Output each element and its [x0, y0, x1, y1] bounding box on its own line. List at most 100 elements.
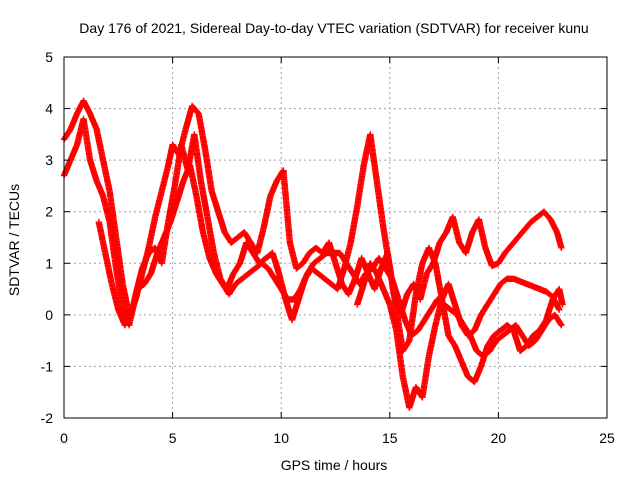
data-point — [254, 225, 267, 257]
data-point — [204, 213, 217, 255]
data-point — [559, 301, 566, 308]
data-point — [471, 312, 484, 334]
y-tick-label: 0 — [45, 307, 53, 323]
data-point — [451, 342, 465, 364]
data-point — [521, 219, 534, 233]
series-track-b — [60, 115, 566, 386]
data-point — [525, 338, 538, 349]
axis-ticks — [63, 56, 608, 419]
data-point — [547, 216, 560, 235]
data-point — [321, 275, 334, 287]
data-point — [188, 102, 201, 116]
data-point — [401, 316, 415, 338]
data-point — [334, 266, 347, 293]
data-point — [540, 208, 553, 222]
data-point — [499, 328, 512, 339]
y-axis-label: SDTVAR / TECUs — [6, 184, 22, 296]
data-point — [173, 178, 187, 205]
data-point — [382, 265, 395, 281]
x-tick-label: 5 — [169, 430, 177, 446]
data-point — [93, 126, 106, 162]
data-point — [291, 287, 304, 303]
data-point — [449, 213, 463, 245]
data-point — [380, 285, 393, 307]
data-point — [458, 358, 471, 379]
data-point — [269, 249, 282, 276]
y-tick-label: -1 — [41, 358, 54, 374]
data-point — [195, 110, 209, 152]
data-point — [199, 229, 213, 260]
data-point — [532, 328, 545, 344]
data-point — [432, 297, 445, 329]
data-point — [304, 261, 317, 277]
data-point — [314, 270, 327, 282]
data-point — [228, 235, 240, 246]
data-point — [147, 251, 161, 277]
data-point — [80, 115, 93, 162]
data-point — [373, 177, 387, 229]
data-point — [99, 193, 113, 224]
data-point — [484, 333, 497, 349]
data-point — [280, 167, 293, 245]
data-point — [556, 306, 563, 313]
data-point — [553, 229, 565, 250]
data-point — [160, 220, 174, 241]
data-point — [510, 327, 523, 353]
data-point — [408, 328, 421, 339]
data-point — [495, 250, 508, 267]
data-point — [225, 281, 239, 298]
data-point — [414, 318, 427, 334]
data-point — [112, 234, 126, 286]
data-point — [293, 260, 305, 272]
data-point — [486, 338, 499, 355]
data-point — [543, 288, 555, 300]
data-point — [67, 111, 80, 133]
data-point — [297, 271, 310, 293]
chart-title: Day 176 of 2021, Sidereal Day-to-day VTE… — [79, 20, 588, 36]
data-point — [212, 270, 225, 286]
data-point — [145, 215, 159, 251]
x-tick-label: 25 — [599, 430, 615, 446]
data-point — [299, 250, 312, 267]
data-point — [475, 216, 489, 250]
data-point — [80, 97, 93, 116]
data-point — [265, 265, 278, 281]
data-point — [108, 280, 122, 312]
x-axis-label: GPS time / hours — [281, 457, 388, 473]
data-point — [558, 321, 565, 329]
data-point — [399, 338, 412, 355]
data-point — [67, 142, 80, 164]
data-point — [141, 271, 154, 288]
data-point — [167, 199, 180, 226]
data-point — [395, 296, 408, 322]
data-point — [477, 302, 490, 319]
data-point — [106, 218, 120, 271]
data-point — [230, 261, 243, 277]
data-point — [93, 177, 106, 199]
data-point — [464, 328, 477, 339]
data-point — [558, 244, 565, 252]
data-point — [436, 230, 449, 246]
data-point — [208, 187, 221, 214]
data-point — [86, 110, 100, 132]
data-point — [128, 287, 141, 319]
data-point — [417, 271, 430, 303]
data-point — [482, 244, 495, 268]
data-point — [484, 292, 497, 308]
data-point — [345, 276, 358, 298]
data-point — [260, 194, 274, 231]
data-point — [186, 162, 200, 199]
data-point — [367, 131, 380, 183]
data-point — [373, 270, 386, 291]
series-track-d — [354, 260, 563, 411]
data-point — [193, 193, 206, 235]
data-point — [106, 187, 120, 240]
data-point — [425, 323, 439, 360]
data-point — [508, 235, 521, 249]
x-tick-labels: 0 5 10 15 20 25 — [60, 430, 615, 446]
data-point — [354, 163, 367, 210]
data-point — [480, 348, 492, 360]
data-point — [243, 239, 256, 255]
